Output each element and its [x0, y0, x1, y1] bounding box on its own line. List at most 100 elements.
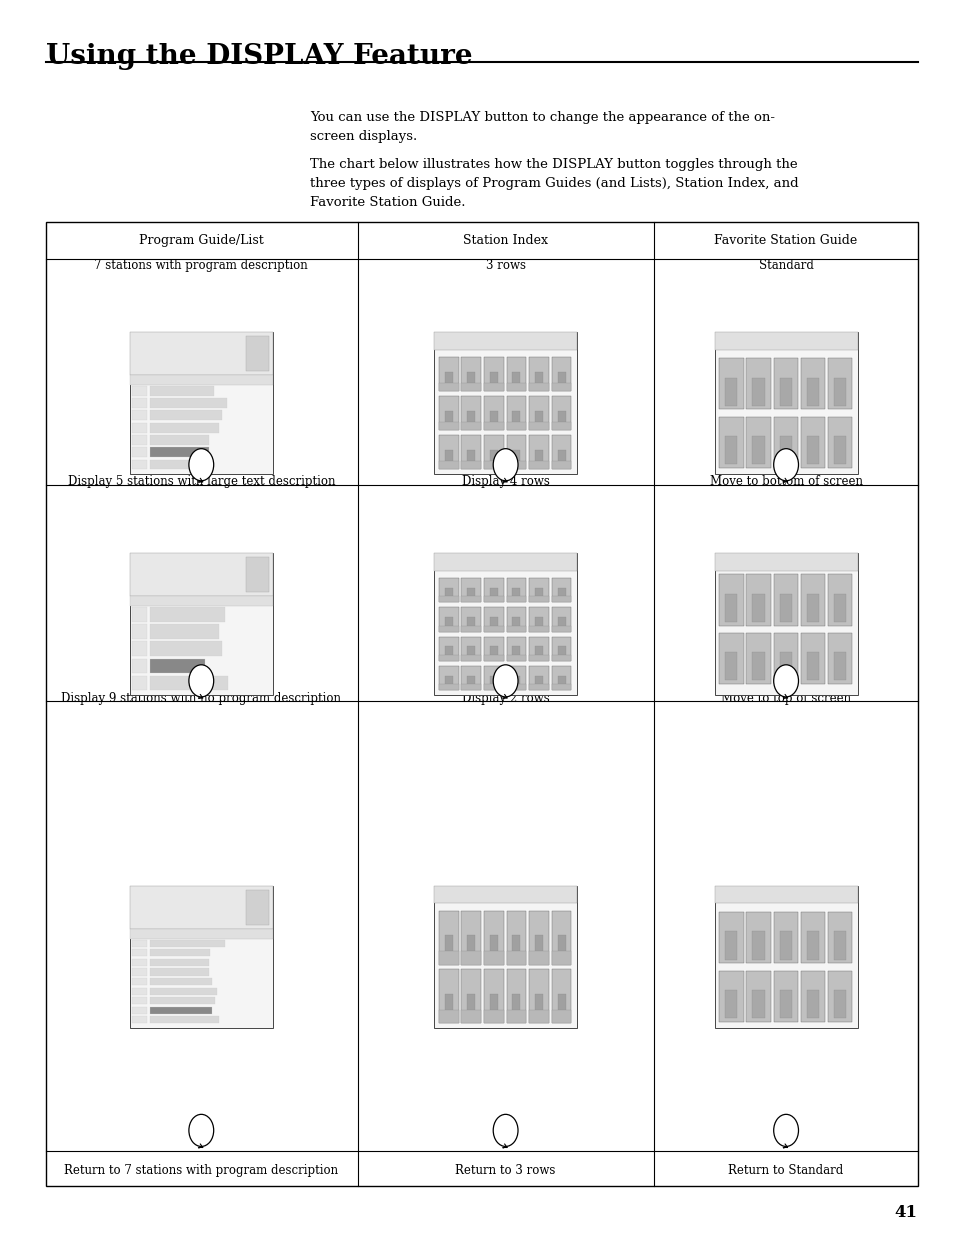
Bar [806, 990, 818, 1018]
Bar [461, 421, 480, 430]
Bar [132, 624, 147, 638]
Bar [444, 676, 452, 688]
Bar [461, 608, 480, 632]
Bar [483, 608, 503, 632]
Bar [745, 417, 770, 468]
Bar [535, 618, 542, 630]
Bar [745, 358, 770, 410]
Bar [438, 421, 458, 430]
Bar [827, 574, 851, 626]
Bar [438, 637, 458, 661]
Bar [461, 655, 480, 661]
Bar [827, 911, 851, 963]
Bar [779, 378, 791, 405]
Bar [551, 951, 571, 965]
Bar [130, 887, 273, 929]
Bar [461, 435, 480, 469]
Bar [724, 594, 737, 622]
Bar [132, 410, 147, 420]
Bar [461, 666, 480, 690]
Bar [483, 626, 503, 632]
Bar [714, 332, 857, 474]
Bar [529, 383, 548, 391]
Bar [438, 578, 458, 603]
Bar [506, 357, 526, 391]
Bar [833, 594, 845, 622]
Text: Station Index: Station Index [462, 235, 548, 247]
Bar [551, 357, 571, 391]
Bar [535, 994, 542, 1020]
Bar [132, 459, 147, 469]
Bar [724, 990, 737, 1018]
Bar [150, 940, 224, 947]
Bar [512, 588, 519, 600]
Bar [130, 375, 273, 385]
Bar [444, 372, 452, 389]
Bar [551, 608, 571, 632]
Bar [483, 637, 503, 661]
Bar [130, 332, 273, 474]
Bar [467, 676, 475, 688]
Bar [132, 968, 147, 976]
Bar [490, 372, 497, 389]
Bar [438, 608, 458, 632]
Bar [806, 378, 818, 405]
Bar [529, 911, 548, 965]
Bar [558, 935, 565, 962]
Text: Favorite Station Guide: Favorite Station Guide [714, 235, 857, 247]
Bar [461, 969, 480, 1023]
Bar [483, 951, 503, 965]
Bar [833, 436, 845, 464]
Bar [806, 594, 818, 622]
Text: The chart below illustrates how the DISPLAY button toggles through the
three typ: The chart below illustrates how the DISP… [310, 158, 798, 209]
Bar [132, 447, 147, 457]
Bar [551, 396, 571, 430]
Bar [246, 889, 269, 925]
Bar [132, 997, 147, 1004]
Bar [444, 935, 452, 962]
Bar [714, 887, 857, 904]
Bar [506, 396, 526, 430]
Bar [512, 618, 519, 630]
Bar [529, 461, 548, 469]
Bar [752, 594, 763, 622]
Bar [130, 332, 273, 375]
Bar [529, 969, 548, 1023]
Bar [773, 417, 797, 468]
Bar [438, 383, 458, 391]
Bar [529, 666, 548, 690]
Bar [779, 990, 791, 1018]
Bar [535, 450, 542, 467]
Bar [46, 222, 917, 1186]
Bar [461, 951, 480, 965]
Text: Return to Standard: Return to Standard [728, 1165, 842, 1177]
Bar [130, 597, 273, 606]
Bar [551, 637, 571, 661]
Bar [779, 652, 791, 680]
Bar [833, 990, 845, 1018]
Bar [444, 450, 452, 467]
Text: Using the DISPLAY Feature: Using the DISPLAY Feature [46, 43, 472, 70]
Bar [434, 332, 577, 474]
Bar [438, 911, 458, 965]
Bar [132, 978, 147, 986]
Bar [150, 410, 222, 420]
Bar [506, 666, 526, 690]
Bar [467, 994, 475, 1020]
Bar [719, 911, 742, 963]
Bar [490, 994, 497, 1020]
Text: 7 stations with program description: 7 stations with program description [94, 259, 308, 273]
Circle shape [773, 664, 798, 697]
Bar [558, 450, 565, 467]
Bar [529, 578, 548, 603]
Bar [150, 658, 205, 673]
Bar [483, 578, 503, 603]
Bar [444, 588, 452, 600]
Bar [444, 618, 452, 630]
Bar [752, 652, 763, 680]
Bar [506, 684, 526, 690]
Text: Return to 7 stations with program description: Return to 7 stations with program descri… [64, 1165, 338, 1177]
Circle shape [773, 1114, 798, 1146]
Bar [800, 971, 824, 1023]
Bar [132, 1016, 147, 1023]
